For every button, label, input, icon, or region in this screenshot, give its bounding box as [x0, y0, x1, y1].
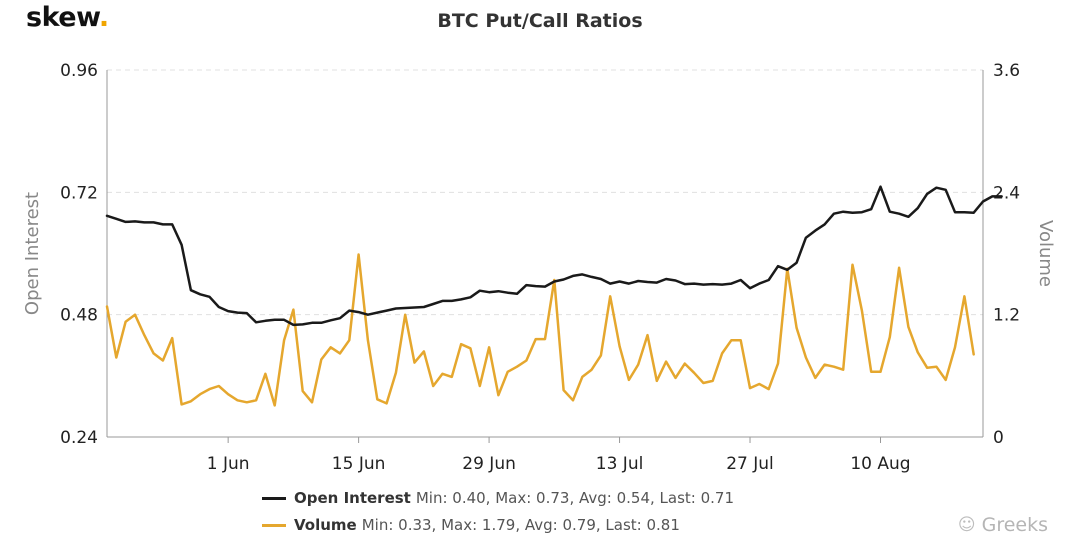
watermark-text: Greeks: [981, 514, 1048, 536]
series-line-open-interest: [105, 185, 1003, 327]
logo-dot: .: [98, 2, 109, 33]
legend-label-open-interest: Open Interest: [294, 489, 411, 507]
x-tick-label: 29 Jun: [462, 454, 516, 474]
y-axis-title: Open Interest: [22, 192, 43, 315]
x-tick-label: 27 Jul: [726, 454, 774, 474]
legend-stats-open-interest: Min: 0.40, Max: 0.73, Avg: 0.54, Last: 0…: [415, 489, 734, 507]
legend-stats-volume: Min: 0.33, Max: 1.79, Avg: 0.79, Last: 0…: [361, 516, 680, 534]
watermark: ☺ Greeks: [958, 514, 1048, 536]
legend-swatch-volume: [262, 523, 286, 527]
y2-axis-title: Volume: [1035, 220, 1056, 287]
wechat-icon: ☺: [957, 515, 976, 535]
x-tick-label: 15 Jun: [332, 454, 386, 474]
chart-title: BTC Put/Call Ratios: [437, 10, 643, 32]
x-tick-label: 10 Aug: [850, 454, 910, 474]
y2-tick-label: 3.6: [993, 61, 1020, 81]
y-tick-label: 0.72: [60, 183, 98, 203]
legend-swatch-open-interest: [262, 496, 286, 500]
y-tick-label: 0.24: [60, 428, 98, 448]
legend-item-volume[interactable]: Volume Min: 0.33, Max: 1.79, Avg: 0.79, …: [262, 516, 680, 534]
y-tick-label: 0.48: [60, 306, 98, 326]
series-line-volume: [105, 253, 975, 407]
x-tick-label: 13 Jul: [596, 454, 644, 474]
skew-logo: skew.: [26, 2, 109, 33]
y2-tick-label: 2.4: [993, 183, 1020, 203]
legend-label-volume: Volume: [294, 516, 357, 534]
y2-tick-label: 1.2: [993, 306, 1020, 326]
legend-item-open-interest[interactable]: Open Interest Min: 0.40, Max: 0.73, Avg:…: [262, 489, 734, 507]
x-tick-label: 1 Jun: [207, 454, 250, 474]
logo-text: skew: [26, 2, 99, 33]
y2-tick-label: 0: [993, 428, 1004, 448]
y-tick-label: 0.96: [60, 61, 98, 81]
